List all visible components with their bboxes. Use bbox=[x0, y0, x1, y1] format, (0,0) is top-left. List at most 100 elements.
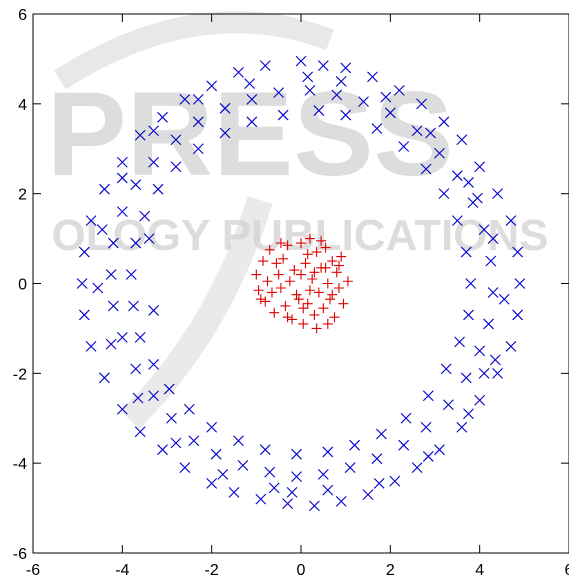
point-1-20 bbox=[309, 309, 320, 320]
point-0-73 bbox=[130, 363, 142, 375]
x-tick-label-0: -6 bbox=[26, 562, 40, 579]
point-0-130 bbox=[373, 477, 385, 489]
point-0-59 bbox=[460, 372, 472, 384]
point-0-11 bbox=[512, 246, 524, 258]
point-0-127 bbox=[489, 354, 501, 366]
point-1-49 bbox=[311, 323, 322, 334]
point-0-72 bbox=[148, 390, 159, 402]
point-0-16 bbox=[474, 394, 486, 406]
point-0-107 bbox=[183, 403, 195, 415]
point-1-34 bbox=[342, 276, 353, 287]
point-0-83 bbox=[219, 102, 231, 114]
point-0-18 bbox=[434, 444, 445, 456]
point-0-96 bbox=[454, 336, 465, 348]
point-0-29 bbox=[157, 444, 168, 456]
point-0-129 bbox=[422, 451, 434, 462]
point-1-18 bbox=[304, 233, 315, 244]
x-tick-label-1: -4 bbox=[115, 562, 129, 579]
point-0-58 bbox=[474, 345, 486, 357]
point-1-40 bbox=[309, 267, 320, 278]
point-0-24 bbox=[282, 498, 293, 509]
point-0-99 bbox=[400, 412, 412, 424]
point-0-104 bbox=[259, 444, 271, 456]
point-0-95 bbox=[463, 309, 474, 321]
point-0-19 bbox=[411, 462, 423, 474]
point-0-74 bbox=[116, 332, 128, 343]
point-0-32 bbox=[99, 372, 110, 384]
point-0-134 bbox=[170, 437, 182, 449]
point-0-60 bbox=[443, 399, 454, 411]
point-0-88 bbox=[371, 123, 383, 134]
point-0-71 bbox=[166, 412, 177, 424]
point-1-39 bbox=[298, 303, 309, 314]
point-0-36 bbox=[78, 246, 90, 258]
point-0-14 bbox=[505, 340, 517, 352]
point-1-41 bbox=[316, 235, 327, 246]
point-0-2 bbox=[340, 62, 352, 74]
point-0-7 bbox=[456, 134, 468, 146]
point-0-40 bbox=[134, 129, 146, 141]
point-0-52 bbox=[451, 170, 463, 182]
point-0-49 bbox=[384, 107, 396, 119]
watermark-arc bbox=[54, 11, 334, 90]
point-0-92 bbox=[451, 215, 463, 227]
point-1-12 bbox=[289, 265, 300, 276]
point-0-51 bbox=[434, 147, 445, 159]
point-0-85 bbox=[273, 87, 285, 98]
point-0-12 bbox=[514, 278, 526, 289]
x-tick-label-4: 2 bbox=[386, 562, 395, 579]
point-1-11 bbox=[287, 314, 298, 325]
point-0-100 bbox=[376, 428, 387, 440]
point-0-66 bbox=[291, 471, 302, 483]
point-0-141 bbox=[192, 93, 204, 105]
point-0-50 bbox=[411, 125, 423, 137]
point-0-17 bbox=[456, 421, 468, 433]
point-0-15 bbox=[492, 367, 503, 379]
point-0-91 bbox=[438, 188, 450, 200]
point-0-113 bbox=[130, 237, 142, 249]
point-0-103 bbox=[291, 448, 302, 460]
point-0-6 bbox=[438, 116, 450, 128]
point-1-26 bbox=[322, 278, 333, 289]
axes: -6 -4 -2 0 2 4 6 -6 -4 -2 0 2 4 6 bbox=[13, 7, 569, 579]
point-0-89 bbox=[398, 141, 410, 152]
point-1-4 bbox=[264, 244, 275, 255]
point-0-114 bbox=[139, 210, 151, 222]
point-0-41 bbox=[157, 111, 168, 123]
point-0-117 bbox=[192, 143, 204, 155]
point-0-30 bbox=[134, 426, 146, 438]
point-1-5 bbox=[269, 307, 280, 318]
point-0-1 bbox=[317, 60, 329, 72]
point-0-143 bbox=[143, 233, 155, 244]
point-0-44 bbox=[233, 67, 244, 78]
point-1-27 bbox=[325, 294, 336, 305]
point-0-144 bbox=[148, 305, 159, 316]
y-tick-label-3: 0 bbox=[18, 277, 27, 294]
point-0-68 bbox=[237, 460, 249, 471]
watermark: PRESS OLOGY PUBLICATIONS bbox=[47, 11, 549, 430]
point-0-0 bbox=[295, 55, 307, 67]
point-0-38 bbox=[99, 183, 110, 195]
point-0-128 bbox=[463, 408, 474, 420]
point-1-51 bbox=[322, 318, 333, 329]
point-0-63 bbox=[371, 453, 383, 465]
point-1-16 bbox=[300, 258, 311, 269]
watermark-main: PRESS bbox=[47, 67, 454, 201]
y-tick-label-4: 2 bbox=[18, 187, 27, 204]
point-1-6 bbox=[273, 269, 284, 280]
point-0-138 bbox=[96, 224, 108, 235]
point-0-116 bbox=[170, 161, 182, 173]
point-0-115 bbox=[152, 183, 164, 195]
point-0-25 bbox=[255, 493, 267, 505]
point-1-44 bbox=[266, 287, 277, 298]
plot-area bbox=[76, 55, 526, 512]
point-0-10 bbox=[505, 215, 517, 227]
point-1-13 bbox=[291, 289, 302, 300]
point-0-81 bbox=[170, 134, 182, 146]
point-0-54 bbox=[478, 224, 490, 235]
point-0-64 bbox=[344, 462, 356, 474]
point-0-97 bbox=[440, 363, 452, 375]
point-0-111 bbox=[128, 300, 139, 312]
point-0-47 bbox=[331, 89, 343, 101]
